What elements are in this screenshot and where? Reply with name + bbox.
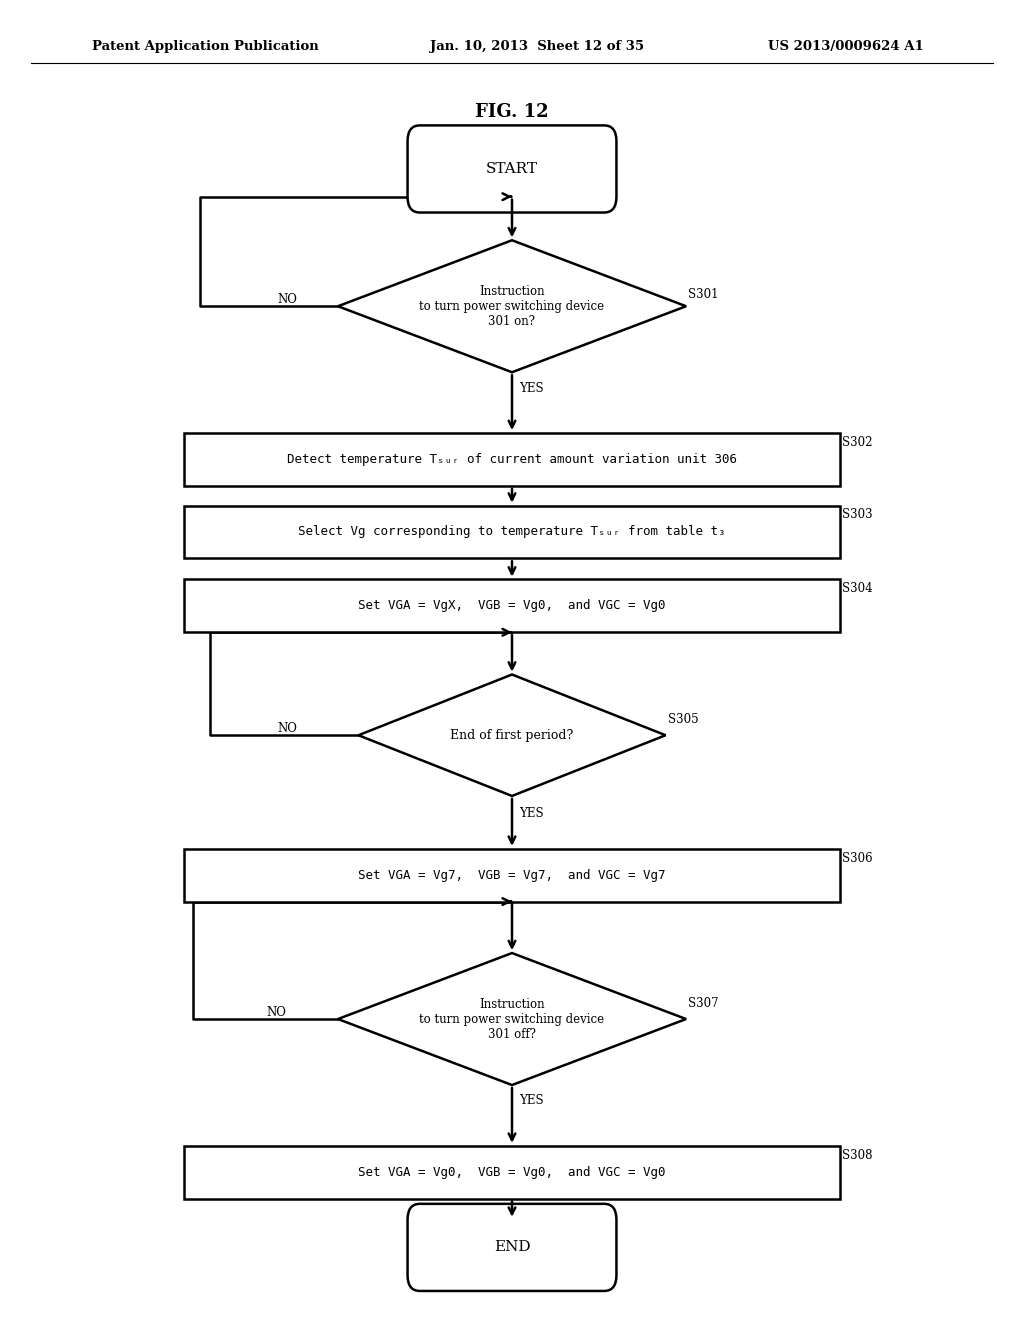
Text: YES: YES bbox=[519, 1094, 544, 1107]
Text: Patent Application Publication: Patent Application Publication bbox=[92, 40, 318, 53]
Text: NO: NO bbox=[267, 1006, 287, 1019]
Text: Set VGA = VgX,  VGB = Vg0,  and VGC = Vg0: Set VGA = VgX, VGB = Vg0, and VGC = Vg0 bbox=[358, 599, 666, 612]
Text: Select Vg corresponding to temperature Tₛᵤᵣ from table t₃: Select Vg corresponding to temperature T… bbox=[298, 525, 726, 539]
Text: Instruction
to turn power switching device
301 on?: Instruction to turn power switching devi… bbox=[420, 285, 604, 327]
FancyBboxPatch shape bbox=[408, 125, 616, 213]
Text: YES: YES bbox=[519, 381, 544, 395]
Text: S303: S303 bbox=[842, 508, 872, 521]
Text: Set VGA = Vg7,  VGB = Vg7,  and VGC = Vg7: Set VGA = Vg7, VGB = Vg7, and VGC = Vg7 bbox=[358, 869, 666, 882]
Text: END: END bbox=[494, 1241, 530, 1254]
Text: End of first period?: End of first period? bbox=[451, 729, 573, 742]
Text: NO: NO bbox=[278, 293, 297, 306]
Polygon shape bbox=[338, 953, 686, 1085]
Bar bbox=[184, 433, 840, 486]
Bar bbox=[184, 506, 840, 558]
Bar bbox=[184, 579, 840, 632]
Polygon shape bbox=[338, 240, 686, 372]
Text: START: START bbox=[486, 162, 538, 176]
Bar bbox=[184, 1146, 840, 1199]
Text: Jan. 10, 2013  Sheet 12 of 35: Jan. 10, 2013 Sheet 12 of 35 bbox=[430, 40, 644, 53]
Text: Detect temperature Tₛᵤᵣ of current amount variation unit 306: Detect temperature Tₛᵤᵣ of current amoun… bbox=[287, 453, 737, 466]
Text: S307: S307 bbox=[688, 997, 719, 1010]
Text: S306: S306 bbox=[842, 851, 872, 865]
Text: Instruction
to turn power switching device
301 off?: Instruction to turn power switching devi… bbox=[420, 998, 604, 1040]
Text: S301: S301 bbox=[688, 288, 719, 301]
Text: Set VGA = Vg0,  VGB = Vg0,  and VGC = Vg0: Set VGA = Vg0, VGB = Vg0, and VGC = Vg0 bbox=[358, 1166, 666, 1179]
Text: S304: S304 bbox=[842, 582, 872, 595]
Text: YES: YES bbox=[519, 807, 544, 820]
Bar bbox=[184, 849, 840, 902]
Polygon shape bbox=[358, 675, 666, 796]
Text: S305: S305 bbox=[668, 713, 698, 726]
Text: US 2013/0009624 A1: US 2013/0009624 A1 bbox=[768, 40, 924, 53]
Text: S308: S308 bbox=[842, 1148, 872, 1162]
Text: NO: NO bbox=[278, 722, 297, 735]
FancyBboxPatch shape bbox=[408, 1204, 616, 1291]
Text: S302: S302 bbox=[842, 436, 872, 449]
Text: FIG. 12: FIG. 12 bbox=[475, 103, 549, 121]
